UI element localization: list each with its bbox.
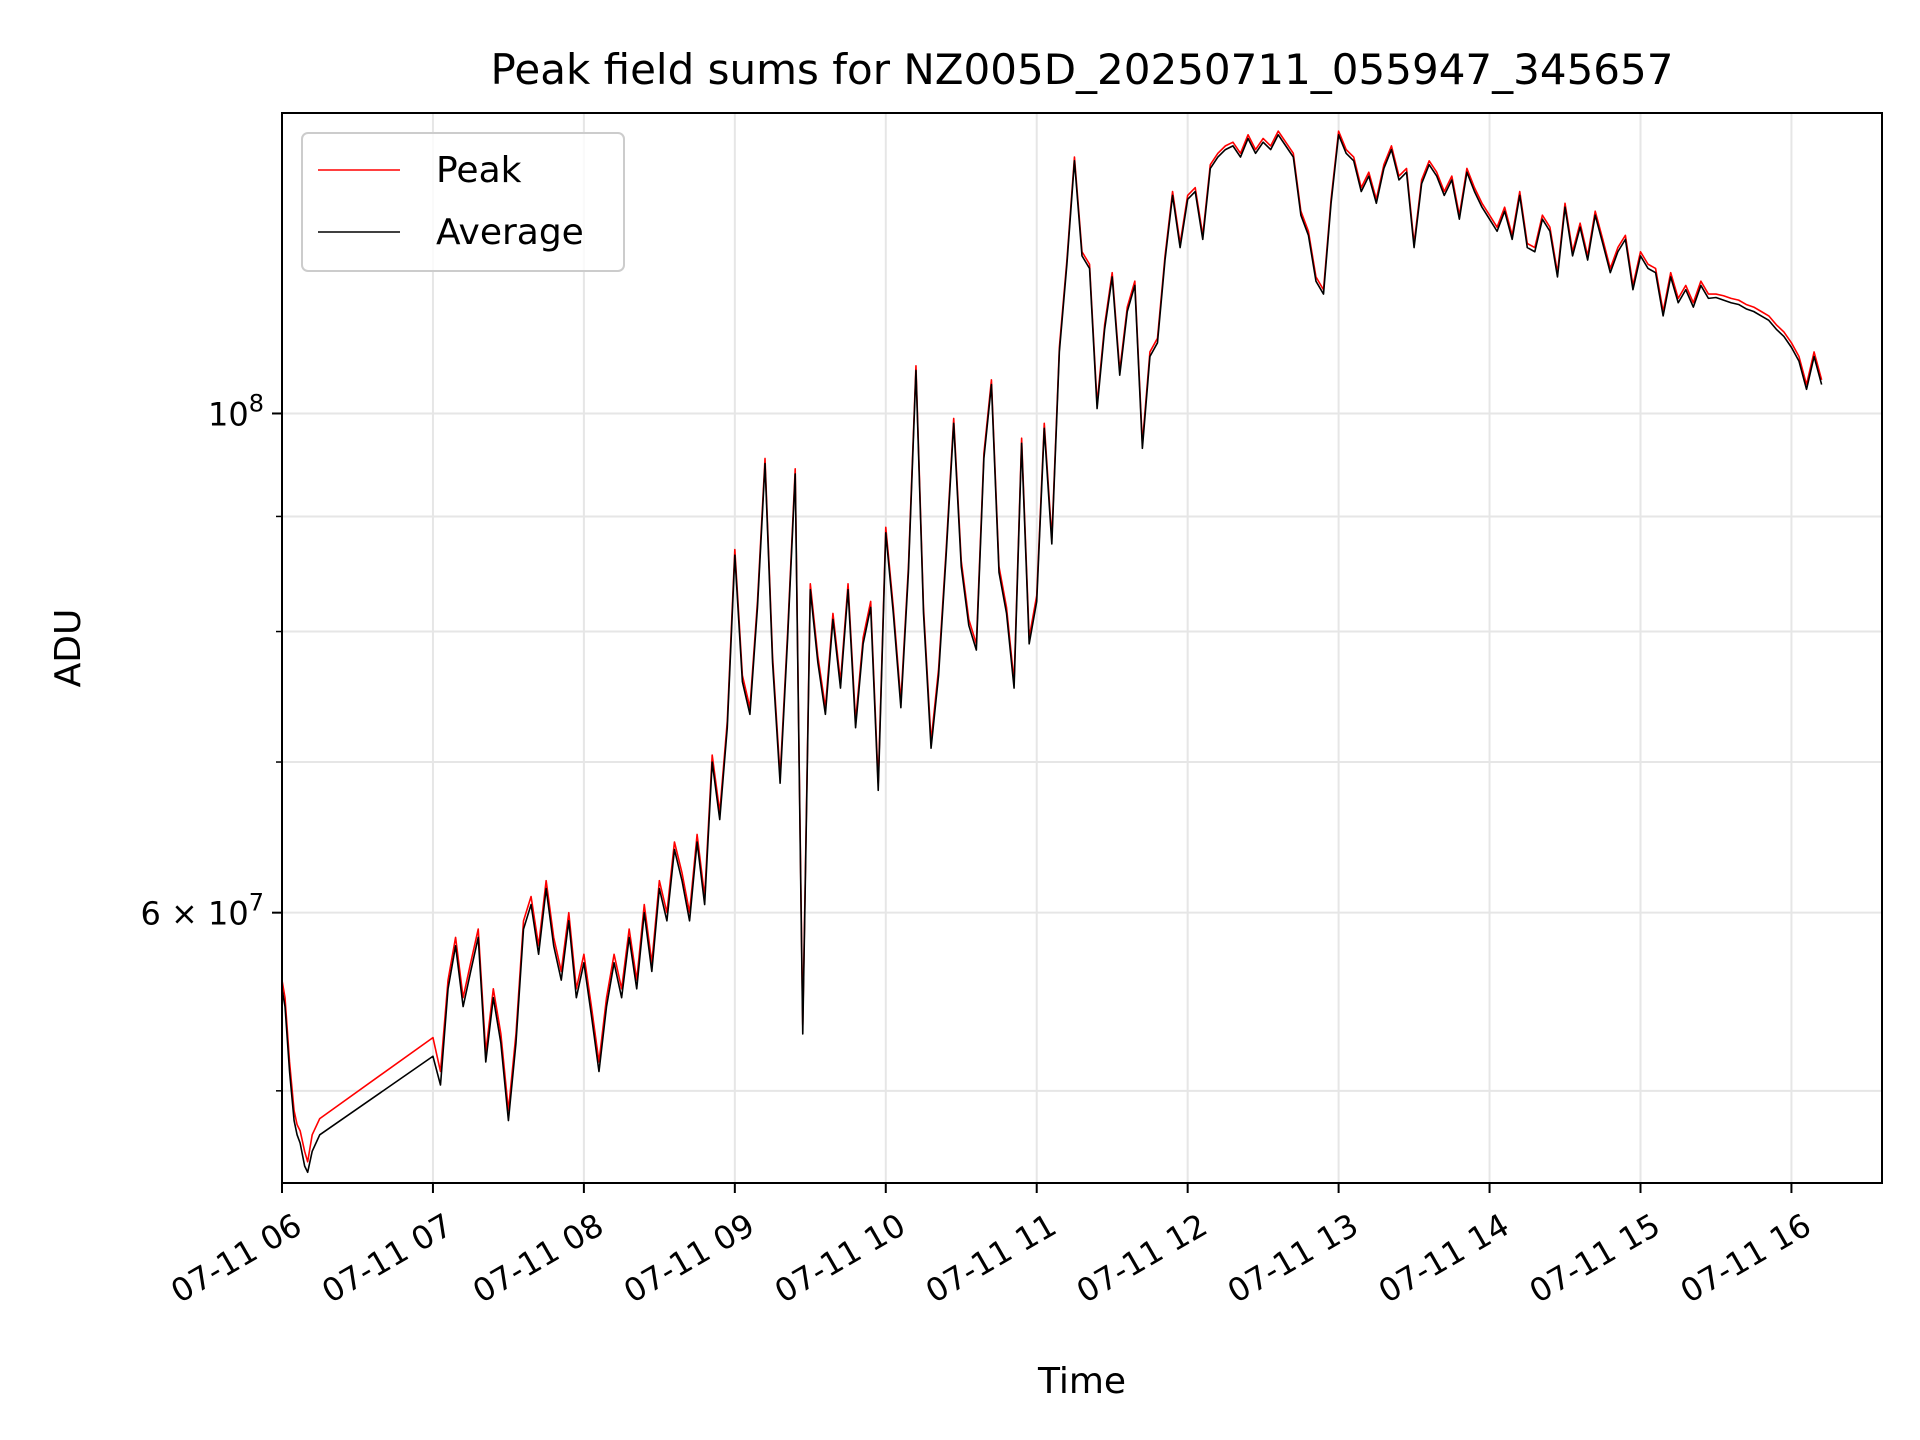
chart-title: Peak field sums for NZ005D_20250711_0559… (491, 45, 1674, 94)
y-tick-label: 108 (208, 389, 264, 433)
series-line-peak (282, 130, 1823, 1163)
legend-label-peak: Peak (436, 150, 522, 191)
plot-frame (281, 112, 1883, 1184)
series-line-average (282, 134, 1823, 1174)
x-axis-label: Time (1037, 1361, 1126, 1402)
legend: Peak Average (301, 132, 625, 272)
y-axis-label: ADU (48, 609, 89, 688)
grid (281, 113, 1882, 1183)
legend-box (301, 132, 625, 272)
legend-label-average: Average (436, 212, 584, 253)
y-tick-label: 6 × 107 (140, 889, 264, 933)
series-layer (282, 130, 1823, 1174)
